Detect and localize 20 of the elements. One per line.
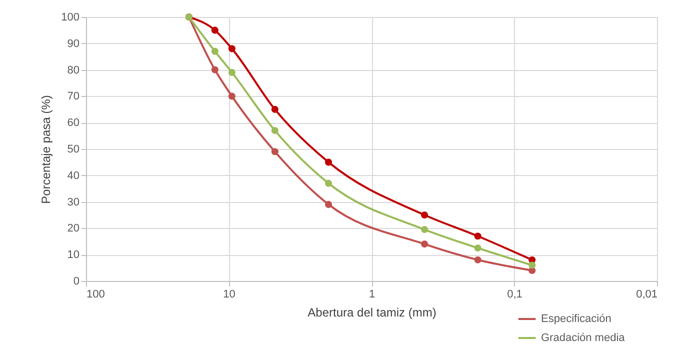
x-axis-title: Abertura del tamiz (mm)	[308, 306, 436, 320]
x-tick-label: 100	[86, 288, 105, 300]
x-tick-label: 1	[368, 288, 376, 300]
y-tick-label: 10	[67, 249, 80, 262]
y-tick-label: 0	[73, 276, 80, 288]
legend-label: Gradación media	[541, 332, 626, 344]
x-tick-label: 0,1	[507, 288, 522, 300]
y-tick-label: 50	[67, 144, 80, 156]
y-tick-label: 40	[67, 170, 80, 182]
y-tick-label: 90	[67, 38, 80, 50]
y-axis-title: Porcentaje pasa (%)	[39, 95, 54, 204]
y-tick-label: 100	[61, 12, 80, 24]
y-tick-label: 70	[67, 90, 80, 103]
y-tick-label: 60	[67, 117, 80, 130]
x-tick-label: 10	[223, 288, 236, 300]
legend-label: Especificación	[541, 313, 612, 325]
y-tick-label: 80	[67, 64, 80, 76]
y-tick-label: 20	[67, 222, 80, 235]
x-tick-label: 0,01	[636, 288, 658, 300]
y-tick-label: 30	[67, 196, 80, 208]
